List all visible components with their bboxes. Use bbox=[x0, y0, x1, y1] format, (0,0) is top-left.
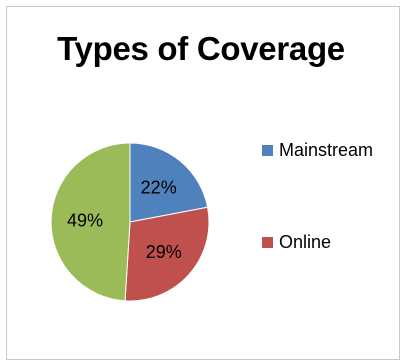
legend-label-mainstream: Mainstream bbox=[279, 140, 374, 160]
pie-slice-2 bbox=[50, 142, 131, 302]
legend-label-online: Online bbox=[279, 232, 332, 252]
chart-title: Types of Coverage bbox=[57, 30, 345, 67]
legend-swatch-mainstream bbox=[262, 145, 273, 156]
pie-label-1: 29% bbox=[146, 242, 182, 262]
legend-item-online: Online bbox=[262, 232, 331, 253]
pie-slice-1 bbox=[124, 206, 210, 302]
legend-swatch-online bbox=[262, 237, 273, 248]
pie-label-2: 49% bbox=[67, 211, 103, 231]
pie-slice-0 bbox=[129, 142, 209, 223]
pie-label-0: 22% bbox=[141, 177, 177, 197]
legend-item-mainstream: Mainstream bbox=[262, 140, 373, 161]
